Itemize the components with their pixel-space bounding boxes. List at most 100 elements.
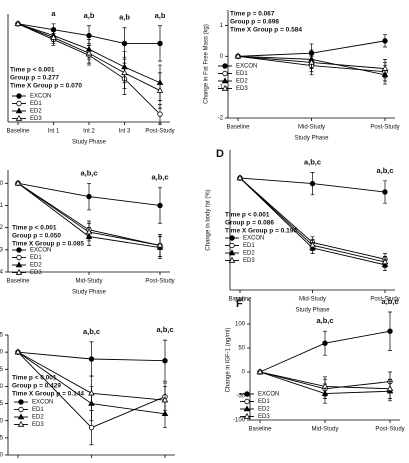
data-point bbox=[321, 382, 329, 389]
data-point bbox=[236, 174, 244, 181]
y-axis-label: Change in Fat Free Mass (kg) bbox=[204, 24, 210, 104]
data-point bbox=[234, 52, 242, 59]
legend-label: ED2 bbox=[258, 407, 270, 413]
x-axis-label: Study Phase bbox=[72, 290, 107, 296]
x-tick-label: Mid-Study bbox=[299, 297, 326, 303]
y-tick-label: 1 bbox=[220, 23, 224, 29]
legend-marker bbox=[228, 256, 236, 263]
y-tick-label: 150 bbox=[235, 298, 246, 304]
data-point bbox=[161, 396, 169, 403]
data-point bbox=[88, 356, 95, 362]
annotation: a bbox=[51, 9, 56, 18]
legend-label: ED3 bbox=[258, 414, 270, 420]
data-point bbox=[309, 180, 316, 187]
annotation: a,b bbox=[84, 11, 95, 20]
y-tick-label: -1 bbox=[0, 203, 4, 209]
stat-text: Group p = 0.698 bbox=[230, 19, 279, 26]
legend-marker bbox=[17, 420, 25, 427]
data-point bbox=[157, 111, 163, 117]
legend-marker bbox=[16, 254, 22, 261]
stat-text: Time X Group p = 0.584 bbox=[230, 27, 302, 34]
data-point bbox=[121, 69, 128, 76]
data-point bbox=[14, 348, 22, 355]
x-tick-label: Baseline bbox=[248, 427, 272, 433]
y-axis-label: Change in body fat (%) bbox=[206, 189, 212, 250]
data-point bbox=[381, 65, 389, 71]
panel-label: D bbox=[216, 148, 224, 160]
data-point bbox=[86, 32, 92, 39]
data-point bbox=[382, 38, 388, 44]
stat-text: Group p = 0.086 bbox=[225, 220, 274, 227]
legend-marker bbox=[229, 242, 235, 249]
data-point bbox=[121, 40, 128, 47]
data-point bbox=[256, 368, 264, 375]
stat-text: Group p = 0.429 bbox=[12, 383, 61, 390]
x-tick-label: Post-Study bbox=[375, 427, 404, 433]
data-point bbox=[88, 389, 95, 396]
annotation: a,b,c bbox=[304, 157, 321, 166]
legend-label: EXCON bbox=[236, 64, 257, 70]
x-axis-label: Study Phase bbox=[72, 140, 107, 146]
legend-marker bbox=[221, 84, 229, 91]
x-tick-label: Int 2 bbox=[83, 129, 95, 135]
data-point bbox=[309, 241, 316, 248]
legend-label: ED1 bbox=[258, 399, 270, 405]
y-tick-label: 5 bbox=[0, 333, 4, 339]
stat-text: Time p < 0.001 bbox=[10, 67, 55, 74]
legend-marker bbox=[18, 399, 24, 405]
legend-label: ED2 bbox=[243, 251, 255, 257]
y-tick-label: -2 bbox=[218, 116, 224, 122]
legend-label: ED3 bbox=[32, 422, 44, 428]
stat-text: Group p = 0.277 bbox=[10, 75, 59, 82]
data-point bbox=[381, 258, 389, 265]
legend-label: ED1 bbox=[30, 101, 42, 107]
x-tick-label: Mid-Study bbox=[298, 125, 325, 131]
x-tick-label: Int 1 bbox=[48, 129, 60, 135]
x-tick-label: Baseline bbox=[226, 125, 250, 131]
y-tick-label: -2 bbox=[0, 225, 4, 231]
x-tick-label: Post-Study bbox=[370, 125, 399, 131]
stat-text: Time p < 0.001 bbox=[225, 212, 270, 219]
x-tick-label: Mid-Study bbox=[75, 279, 102, 285]
legend-marker bbox=[243, 412, 251, 419]
legend-label: ED2 bbox=[30, 109, 42, 115]
legend-label: ED3 bbox=[30, 270, 42, 276]
legend-marker bbox=[221, 77, 229, 84]
legend-label: ED1 bbox=[236, 71, 248, 77]
data-point bbox=[382, 189, 388, 195]
data-point bbox=[156, 241, 164, 248]
stat-text: Time X Group p = 0.070 bbox=[10, 83, 82, 90]
y-tick-label: -30 bbox=[0, 453, 4, 459]
data-point bbox=[88, 424, 95, 431]
panel-label: F bbox=[236, 298, 243, 310]
legend-marker bbox=[229, 235, 235, 241]
x-axis-label: Study Phase bbox=[294, 136, 329, 142]
legend-label: EXCON bbox=[30, 94, 51, 100]
legend-label: ED2 bbox=[236, 79, 248, 85]
annotation: a,b bbox=[155, 11, 166, 20]
legend-marker bbox=[16, 93, 22, 99]
stat-text: Time X Group p = 0.190 bbox=[225, 228, 297, 235]
y-tick-label: -100 bbox=[233, 418, 246, 424]
annotation: a,b,c bbox=[376, 166, 393, 175]
legend-label: ED2 bbox=[30, 263, 42, 269]
legend-marker bbox=[222, 63, 228, 69]
data-point bbox=[386, 385, 394, 391]
y-tick-label: 0 bbox=[242, 370, 246, 376]
y-axis-label: Change in IGF-1 (ng/ml) bbox=[226, 328, 232, 393]
legend-marker bbox=[244, 391, 250, 397]
x-tick-label: Int 3 bbox=[119, 129, 131, 135]
data-point bbox=[86, 193, 92, 200]
data-point bbox=[162, 358, 168, 364]
annotation: a,b,c bbox=[80, 168, 97, 177]
x-axis-label: Study Phase bbox=[295, 308, 330, 314]
data-point bbox=[387, 328, 393, 334]
annotation: a,b,c bbox=[151, 173, 168, 182]
data-point bbox=[14, 20, 22, 27]
stat-text: Time X Group p = 0.144 bbox=[12, 391, 84, 398]
y-tick-label: -10 bbox=[0, 384, 4, 390]
legend-marker bbox=[18, 406, 24, 413]
x-tick-label: Mid-Study bbox=[311, 427, 338, 433]
legend-label: ED1 bbox=[243, 243, 255, 249]
